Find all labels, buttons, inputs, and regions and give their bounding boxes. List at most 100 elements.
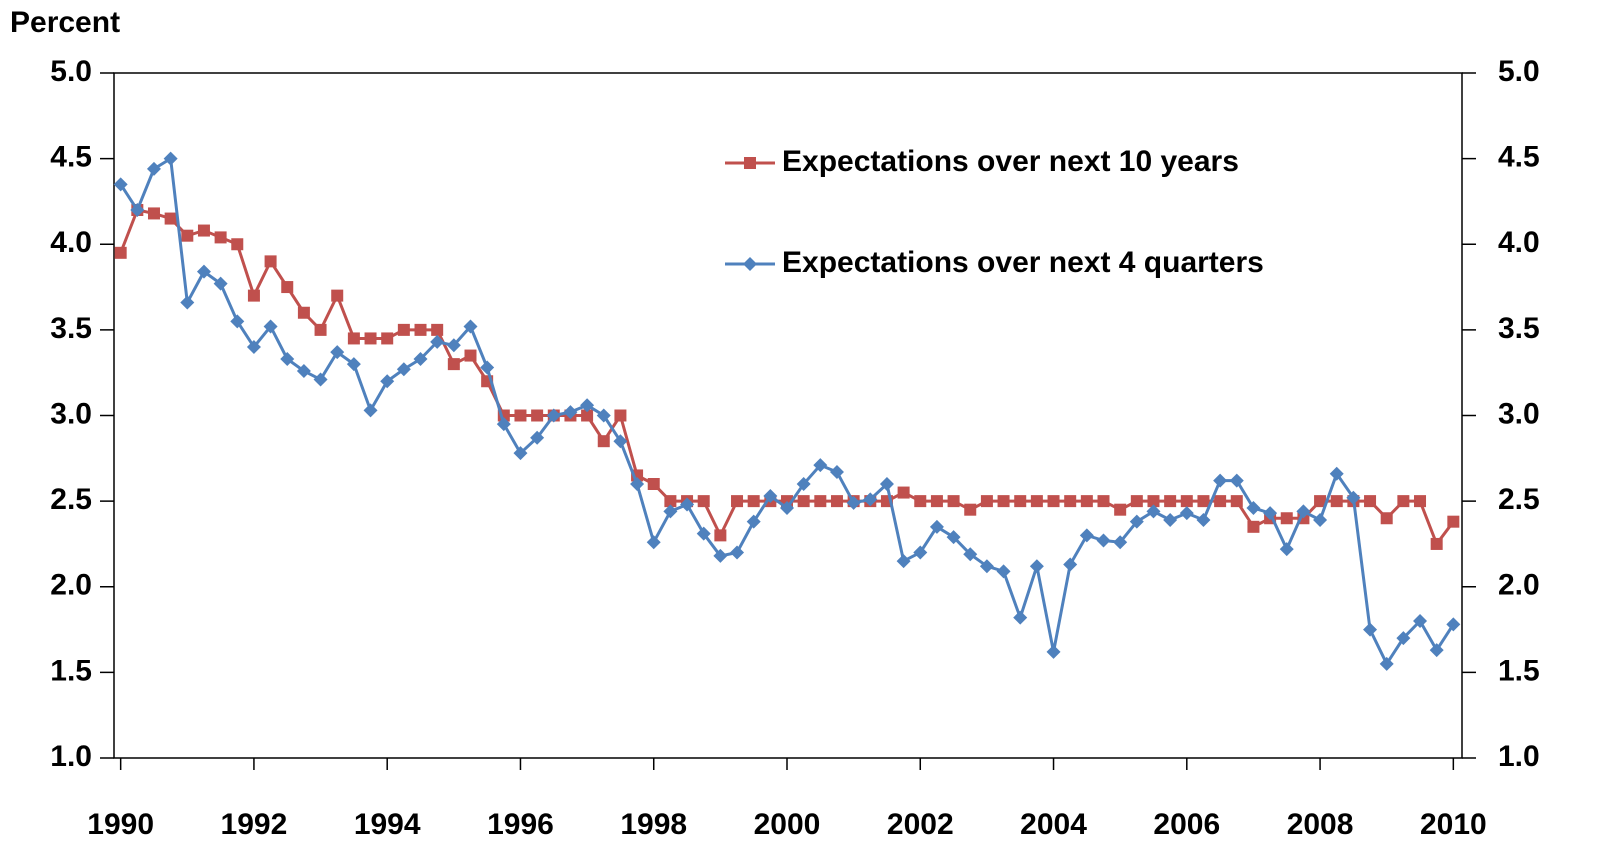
- data-point: [181, 229, 194, 242]
- x-tick-label: 2006: [1153, 808, 1220, 841]
- legend-marker: [744, 157, 756, 169]
- y-axis-label: Percent: [10, 6, 120, 39]
- data-point: [914, 495, 927, 508]
- data-point: [363, 403, 378, 418]
- data-point: [413, 351, 428, 366]
- data-point: [496, 417, 511, 432]
- legend-marker: [743, 257, 757, 271]
- data-point: [897, 486, 910, 499]
- series-line: [119, 156, 1455, 667]
- data-point: [114, 246, 127, 259]
- data-point: [1080, 495, 1093, 508]
- data-point: [281, 281, 294, 294]
- x-tick-label: 1994: [354, 808, 421, 841]
- data-point: [331, 289, 344, 302]
- data-point: [196, 264, 211, 279]
- data-point: [1329, 466, 1344, 481]
- data-point: [1330, 495, 1343, 508]
- data-point: [596, 408, 611, 423]
- data-point: [514, 409, 527, 422]
- data-point: [663, 504, 678, 519]
- y-tick-label: 3.5: [50, 312, 92, 345]
- data-point: [1430, 537, 1443, 550]
- x-tick-label: 1996: [487, 808, 554, 841]
- data-point: [580, 398, 595, 413]
- data-point: [730, 545, 745, 560]
- data-point: [646, 535, 661, 550]
- data-point: [563, 405, 578, 420]
- x-tick-label: 2000: [754, 808, 821, 841]
- y-tick-label: 4.5: [50, 141, 92, 174]
- data-point: [1447, 515, 1460, 528]
- data-point: [763, 488, 778, 503]
- data-point: [296, 363, 311, 378]
- data-point: [1064, 495, 1077, 508]
- data-point: [113, 177, 128, 192]
- data-point: [946, 530, 961, 545]
- data-point: [1030, 495, 1043, 508]
- x-tick-label: 1990: [87, 808, 154, 841]
- legend-label: Expectations over next 10 years: [782, 145, 1239, 178]
- data-point: [1096, 533, 1111, 548]
- data-point: [930, 495, 943, 508]
- data-point: [1113, 535, 1128, 550]
- y2-tick-label: 4.0: [1498, 226, 1540, 259]
- data-point: [164, 212, 177, 225]
- x-tick-label: 2002: [887, 808, 954, 841]
- data-point: [1414, 495, 1427, 508]
- data-point: [431, 323, 444, 336]
- data-point: [146, 161, 161, 176]
- data-point: [430, 334, 445, 349]
- data-point: [1079, 528, 1094, 543]
- x-tick-label: 1992: [221, 808, 288, 841]
- data-point: [397, 323, 410, 336]
- legend-label: Expectations over next 4 quarters: [782, 246, 1264, 279]
- y2-tick-label: 1.5: [1498, 654, 1540, 687]
- data-point: [1180, 495, 1193, 508]
- data-point: [330, 345, 345, 360]
- data-point: [396, 362, 411, 377]
- data-point: [896, 554, 911, 569]
- data-point: [480, 360, 495, 375]
- data-point: [1130, 495, 1143, 508]
- data-point: [1013, 610, 1028, 625]
- data-point: [447, 358, 460, 371]
- data-point: [830, 495, 843, 508]
- data-point: [1346, 490, 1361, 505]
- y-tick-label: 1.5: [50, 654, 92, 687]
- data-point: [1146, 504, 1161, 519]
- y2-tick-label: 4.5: [1498, 141, 1540, 174]
- data-point: [947, 495, 960, 508]
- data-point: [1263, 506, 1278, 521]
- data-point: [1396, 631, 1411, 646]
- y2-tick-label: 2.0: [1498, 569, 1540, 602]
- data-point: [446, 338, 461, 353]
- data-point: [697, 495, 710, 508]
- data-point: [1364, 495, 1377, 508]
- data-point: [713, 548, 728, 563]
- data-point: [614, 409, 627, 422]
- data-point: [813, 458, 828, 473]
- y2-tick-label: 2.5: [1498, 483, 1540, 516]
- data-point: [1446, 617, 1461, 632]
- data-point: [380, 374, 395, 389]
- data-point: [246, 340, 261, 354]
- data-point: [147, 207, 160, 220]
- data-point: [1313, 512, 1328, 527]
- data-point: [381, 332, 394, 345]
- data-point: [297, 306, 310, 319]
- data-point: [1213, 473, 1228, 488]
- data-point: [846, 495, 861, 510]
- data-point: [1247, 520, 1260, 533]
- y-tick-label: 1.0: [50, 740, 92, 773]
- data-point: [647, 478, 660, 490]
- data-point: [797, 495, 810, 508]
- data-point: [313, 372, 328, 387]
- data-point: [464, 349, 477, 362]
- data-point: [414, 323, 427, 336]
- data-point: [814, 495, 827, 508]
- data-point: [1179, 506, 1194, 521]
- data-point: [364, 332, 377, 345]
- data-point: [530, 430, 545, 445]
